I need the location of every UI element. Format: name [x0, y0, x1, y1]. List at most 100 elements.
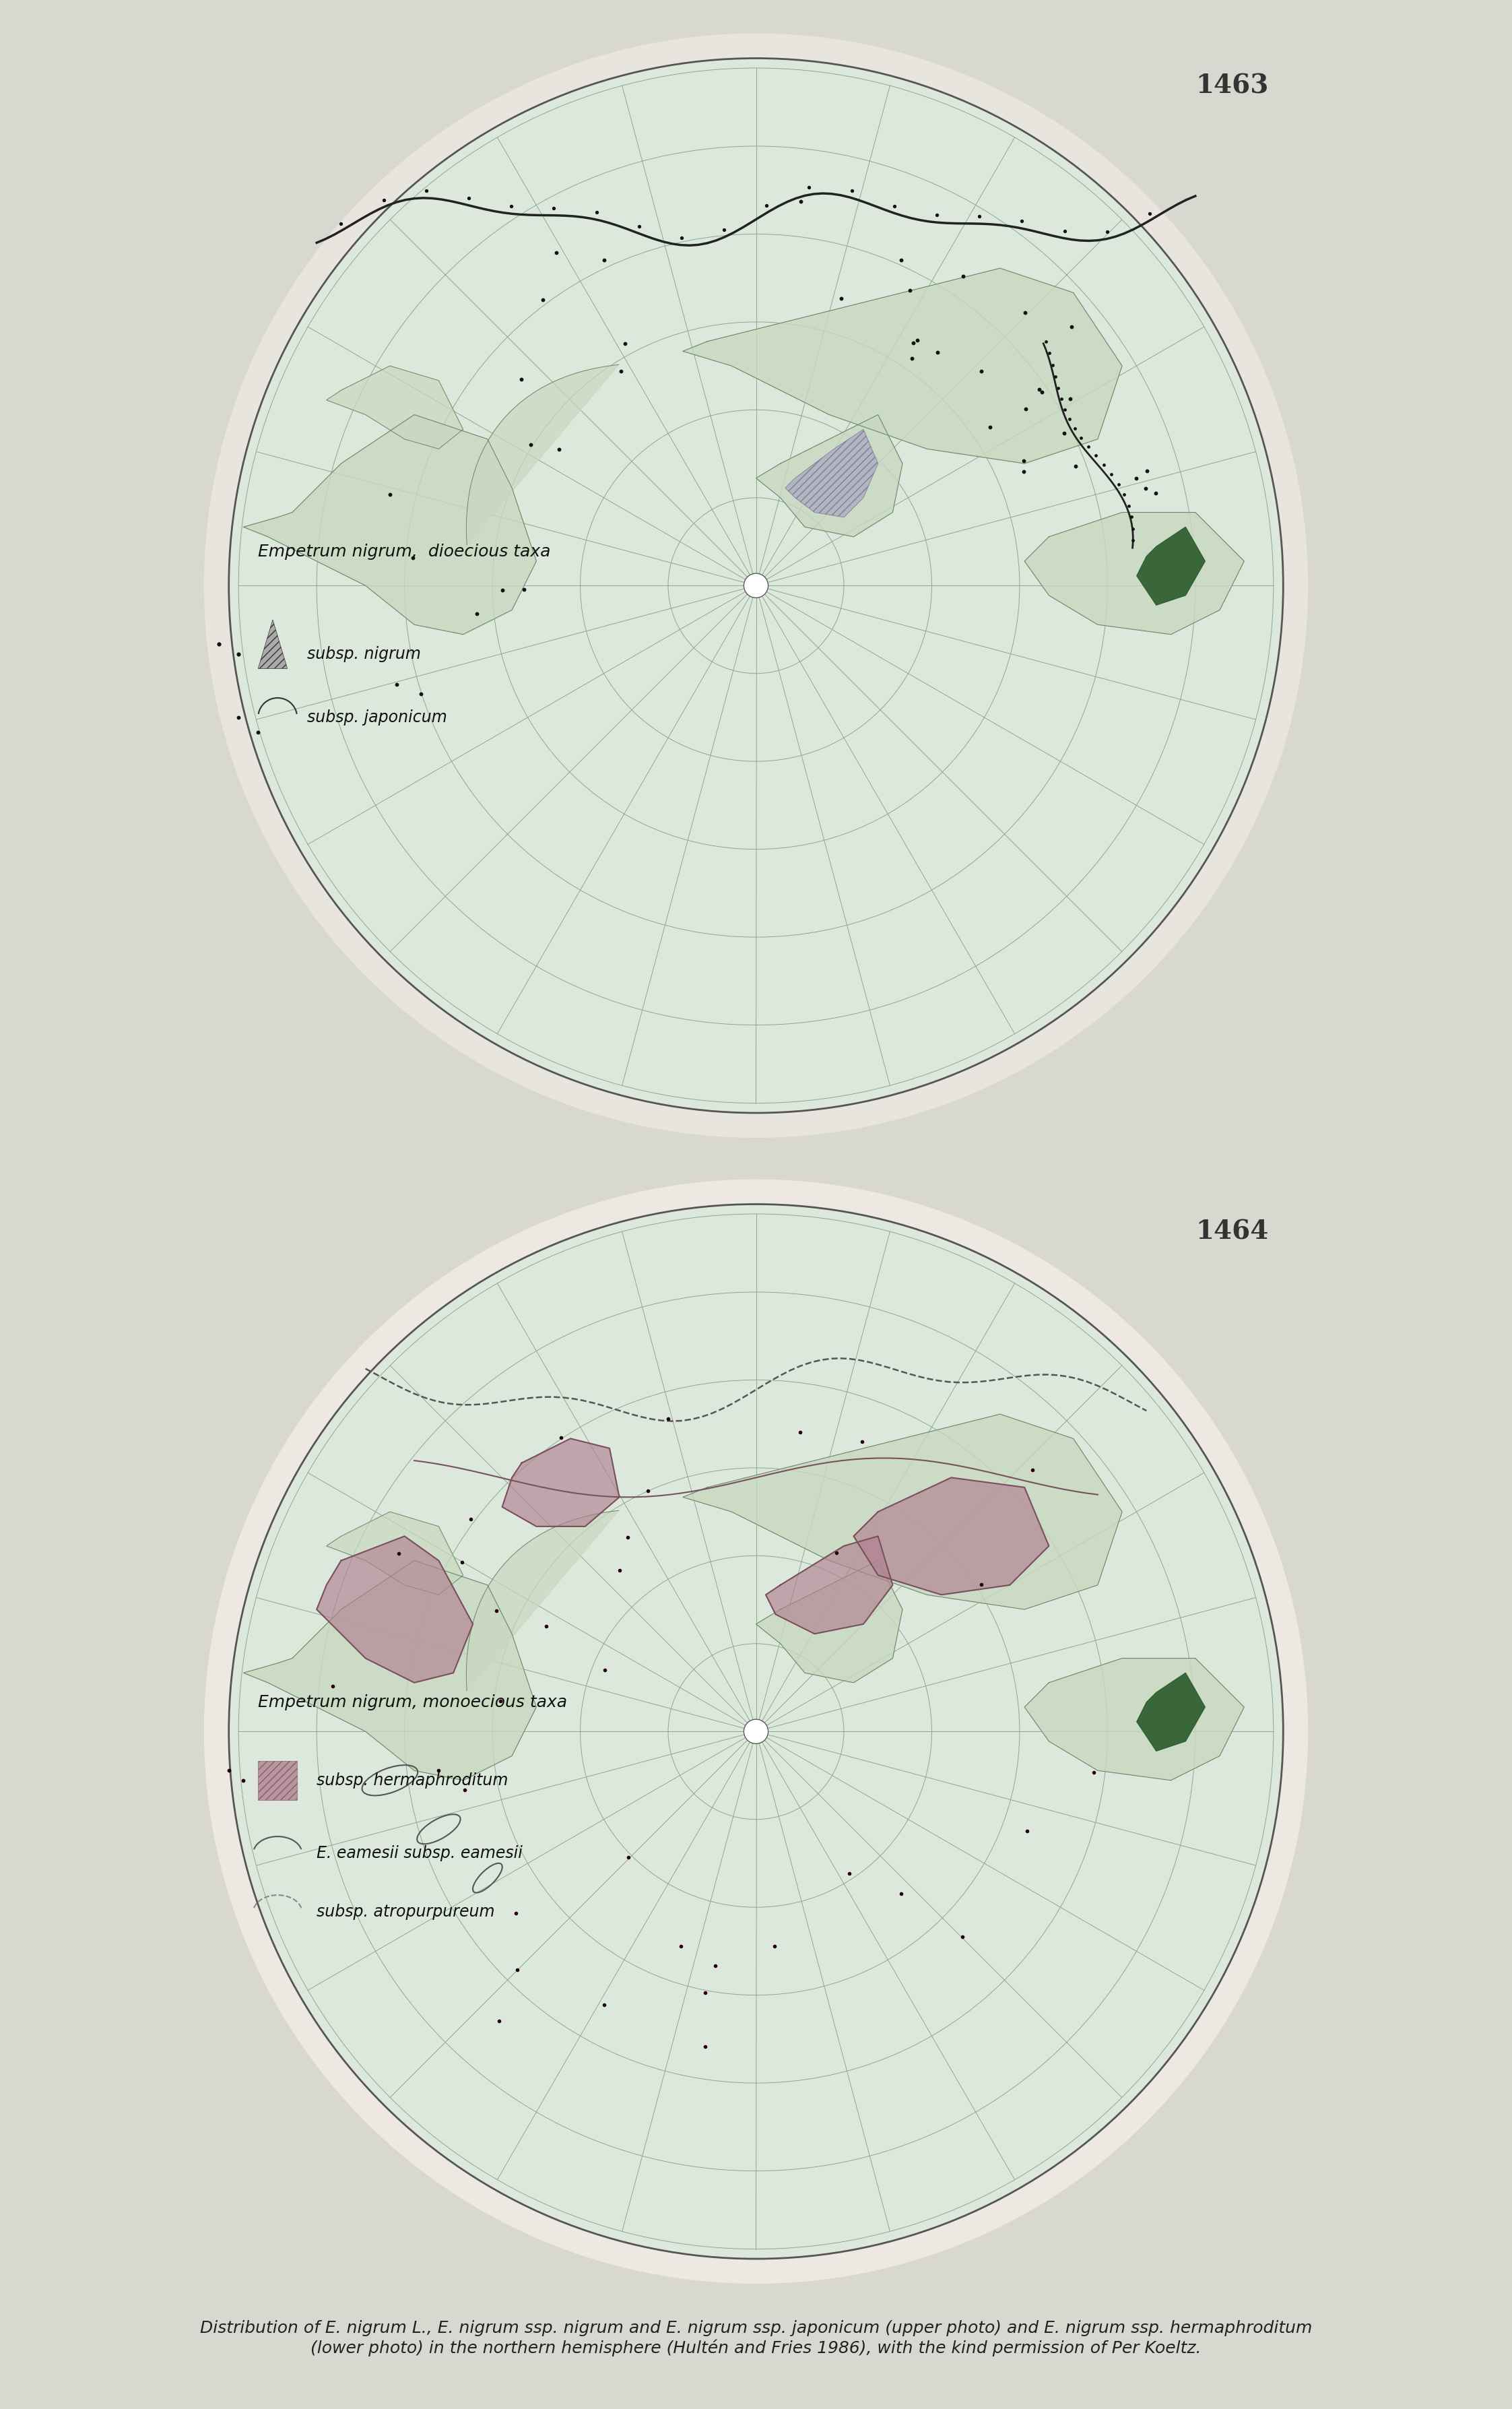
Point: [531, 279, 555, 318]
Point: [1015, 1812, 1039, 1850]
Point: [712, 210, 736, 248]
Polygon shape: [854, 1477, 1049, 1595]
Circle shape: [744, 1720, 768, 1744]
Point: [1010, 202, 1034, 241]
Circle shape: [228, 58, 1284, 1113]
Point: [1012, 441, 1036, 479]
Point: [969, 1566, 993, 1604]
Text: 1464: 1464: [1196, 1219, 1269, 1245]
Point: [612, 325, 637, 364]
Point: [901, 323, 925, 361]
Polygon shape: [316, 1537, 473, 1681]
Point: [1043, 357, 1067, 395]
Point: [889, 241, 913, 279]
Text: 1463: 1463: [1196, 72, 1269, 99]
Point: [1013, 294, 1037, 332]
Point: [511, 571, 535, 609]
Text: E. eamesii subsp. eamesii: E. eamesii subsp. eamesii: [316, 1845, 523, 1862]
Text: Empetrum nigrum, monoecious taxa: Empetrum nigrum, monoecious taxa: [259, 1694, 567, 1710]
Point: [1030, 373, 1054, 412]
Polygon shape: [1025, 1657, 1244, 1780]
Circle shape: [204, 1180, 1308, 2284]
Point: [330, 205, 354, 243]
Point: [246, 713, 271, 752]
Point: [1046, 369, 1070, 407]
Point: [505, 1951, 529, 1990]
Polygon shape: [683, 1414, 1122, 1609]
Polygon shape: [466, 1510, 618, 1691]
Point: [951, 258, 975, 296]
Polygon shape: [756, 1561, 903, 1681]
Point: [1057, 400, 1081, 438]
Polygon shape: [1025, 513, 1244, 634]
Polygon shape: [765, 1537, 892, 1633]
Polygon shape: [756, 414, 903, 537]
Point: [591, 241, 615, 279]
Point: [1052, 212, 1077, 251]
Point: [1058, 308, 1083, 347]
Point: [503, 1893, 528, 1932]
Point: [547, 431, 572, 470]
Point: [1120, 520, 1145, 559]
Polygon shape: [327, 366, 463, 448]
Point: [950, 1918, 974, 1956]
Text: Distribution of E. nigrum L., E. nigrum ssp. nigrum and E. nigrum ssp. japonicum: Distribution of E. nigrum L., E. nigrum …: [200, 2320, 1312, 2356]
Point: [609, 352, 634, 390]
Point: [608, 1551, 632, 1590]
Point: [321, 1667, 345, 1706]
Point: [617, 1838, 641, 1877]
Point: [1120, 499, 1145, 537]
Point: [703, 1946, 727, 1985]
Text: subsp. hermaphroditum: subsp. hermaphroditum: [316, 1773, 508, 1787]
Point: [635, 1472, 659, 1510]
Polygon shape: [1137, 528, 1205, 605]
Polygon shape: [243, 414, 537, 634]
Point: [1134, 470, 1158, 508]
Point: [1113, 475, 1137, 513]
Point: [1069, 419, 1093, 458]
Point: [900, 340, 924, 378]
Point: [668, 1927, 692, 1966]
Polygon shape: [466, 364, 618, 544]
Point: [925, 195, 950, 234]
Point: [1081, 1754, 1105, 1792]
Point: [838, 1855, 862, 1893]
Polygon shape: [683, 267, 1122, 463]
Point: [615, 1518, 640, 1556]
Point: [549, 1419, 573, 1457]
Point: [1037, 335, 1061, 373]
Point: [1058, 381, 1083, 419]
Point: [207, 624, 231, 662]
Point: [1125, 458, 1149, 496]
Point: [824, 1535, 848, 1573]
Point: [593, 1985, 617, 2024]
Point: [227, 699, 251, 737]
Point: [227, 634, 251, 672]
Point: [384, 665, 408, 703]
Point: [231, 1761, 256, 1800]
Point: [452, 1771, 476, 1809]
Point: [541, 188, 565, 226]
Point: [898, 272, 922, 311]
Point: [1137, 195, 1161, 234]
Polygon shape: [243, 1561, 537, 1780]
Point: [1107, 465, 1131, 503]
Point: [969, 352, 993, 390]
Point: [387, 1535, 411, 1573]
Polygon shape: [502, 1438, 620, 1527]
Polygon shape: [785, 429, 878, 518]
Circle shape: [204, 34, 1308, 1137]
Point: [850, 1421, 874, 1460]
Point: [754, 185, 779, 224]
Point: [1099, 455, 1123, 494]
Point: [1120, 508, 1145, 547]
Point: [1117, 487, 1142, 525]
Point: [499, 188, 523, 226]
Point: [534, 1607, 558, 1645]
Point: [797, 169, 821, 207]
Text: subsp. nigrum: subsp. nigrum: [307, 646, 420, 662]
Point: [464, 595, 488, 634]
Point: [584, 193, 608, 231]
Point: [519, 426, 543, 465]
Point: [656, 1400, 680, 1438]
